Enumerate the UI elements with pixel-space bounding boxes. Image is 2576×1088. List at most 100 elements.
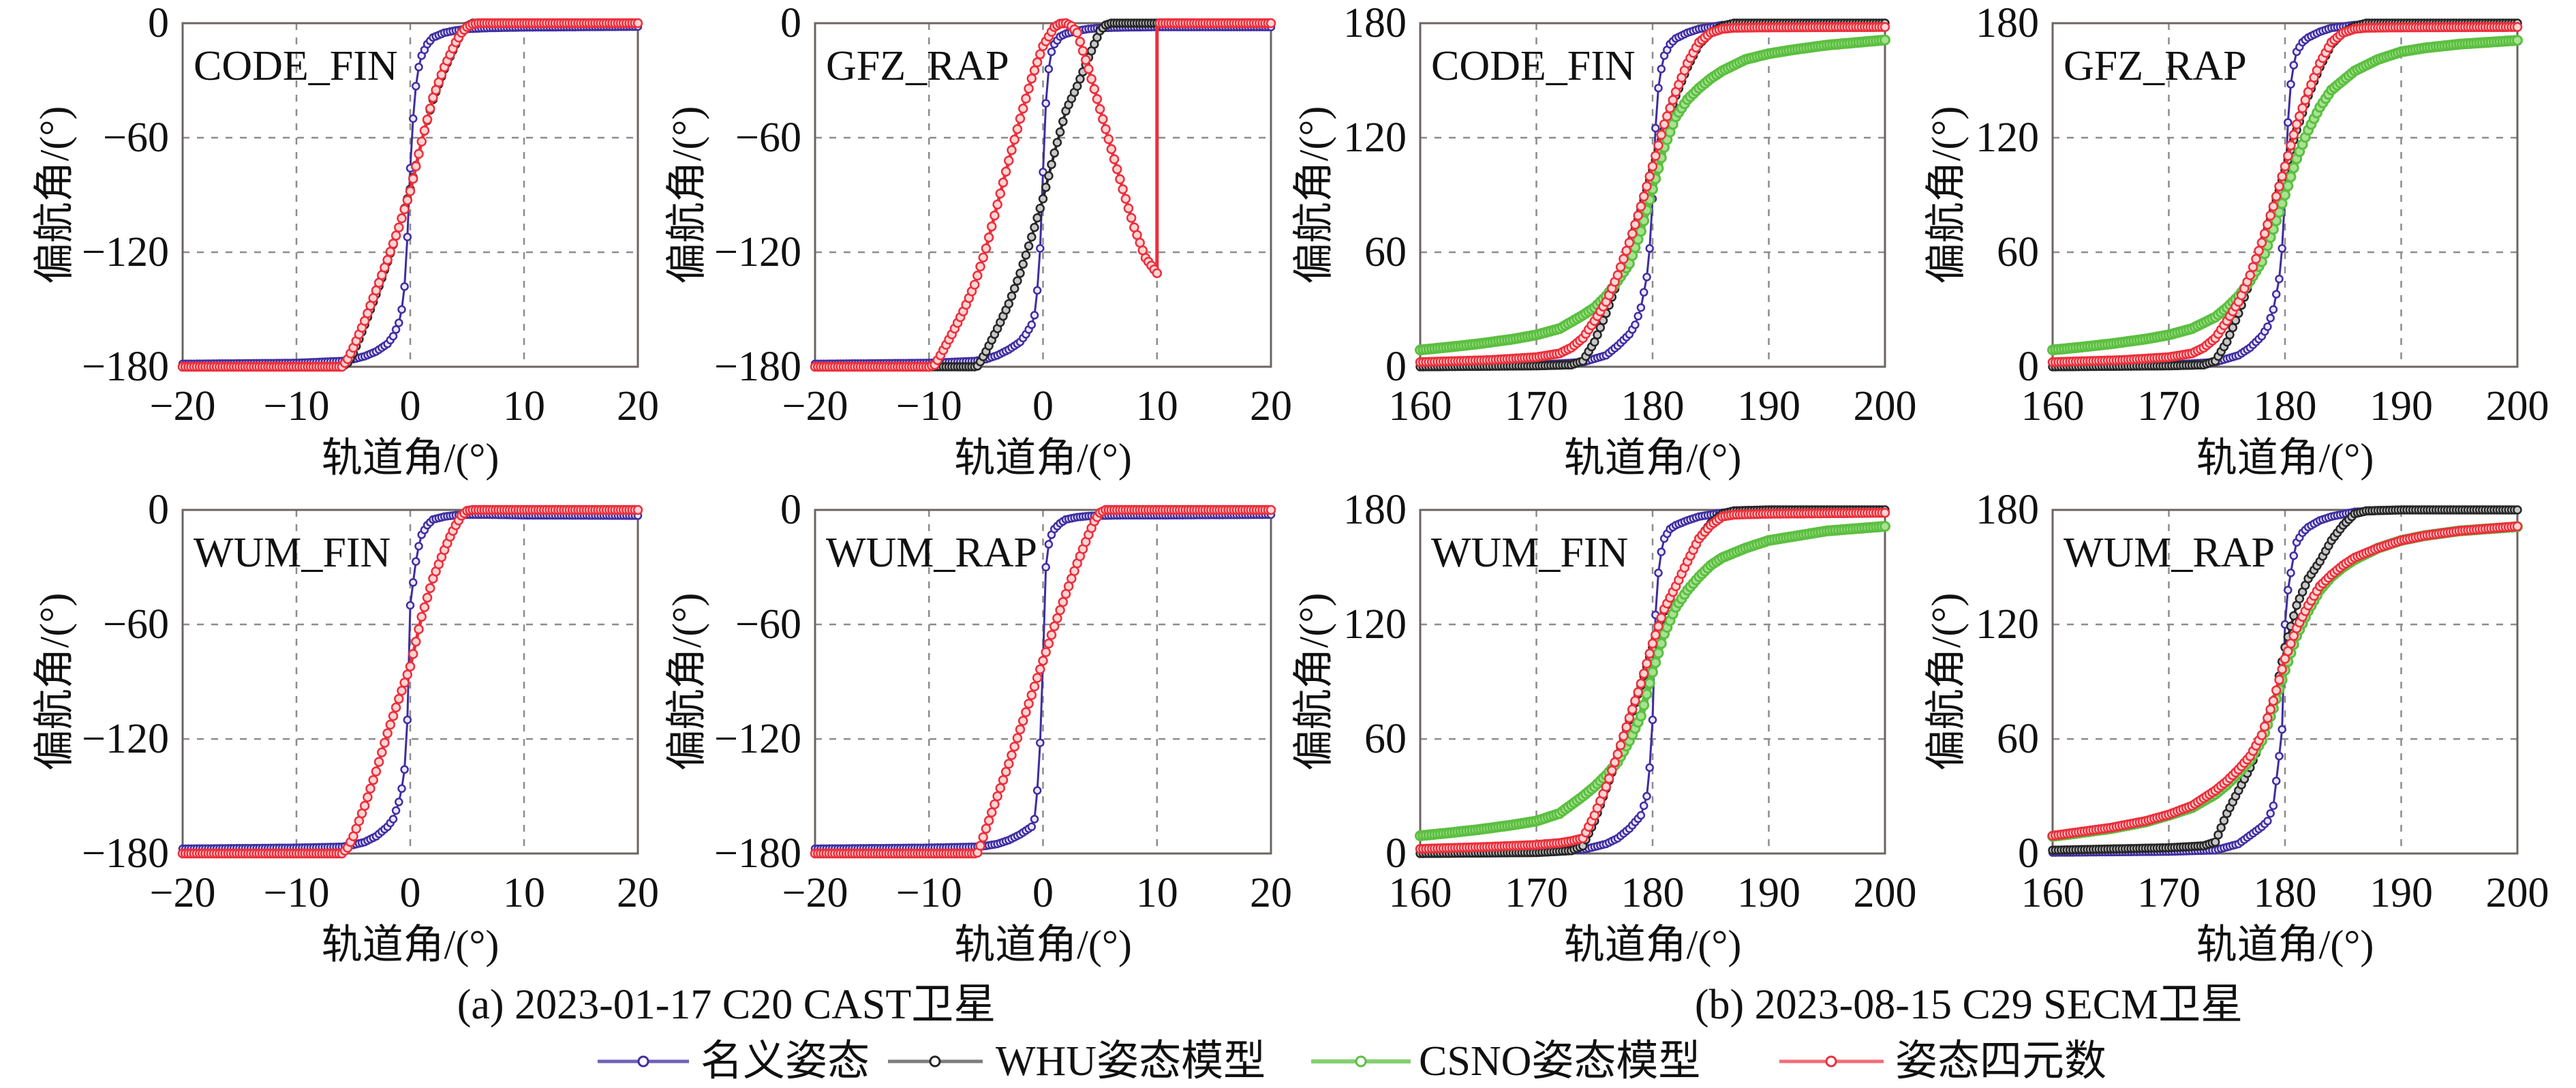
data-point-quat xyxy=(1651,630,1661,640)
data-point-quat xyxy=(2295,111,2305,121)
data-point-quat xyxy=(419,602,430,613)
data-point-quat xyxy=(1077,46,1088,56)
x-tick-label: 0 xyxy=(400,383,421,429)
data-point-nominal xyxy=(388,331,398,341)
data-point-quat xyxy=(1619,731,1629,742)
data-point-whu xyxy=(1038,194,1048,204)
data-point-nominal xyxy=(1654,569,1663,577)
data-point-whu xyxy=(1032,213,1042,223)
data-point-quat xyxy=(969,279,980,290)
data-point-quat xyxy=(1624,712,1635,723)
y-axis-label: 偏航角/(°) xyxy=(664,106,709,284)
data-point-nominal xyxy=(1044,64,1054,74)
caption-b-text: (b) 2023-08-15 C29 SECM卫星 xyxy=(1695,982,2243,1028)
data-point-quat xyxy=(1094,104,1105,115)
data-point-csno xyxy=(1880,521,1890,532)
data-point-nominal xyxy=(1645,244,1654,253)
data-point-quat xyxy=(1017,104,1028,114)
x-tick-label: −10 xyxy=(896,383,962,429)
data-point-nominal xyxy=(2266,314,2275,322)
data-point-quat xyxy=(1004,759,1014,769)
y-tick-label: 0 xyxy=(148,487,169,533)
data-point-quat xyxy=(425,583,435,594)
data-point-nominal xyxy=(2275,751,2284,761)
data-point-quat xyxy=(385,719,396,730)
y-tick-label: 0 xyxy=(2018,344,2039,390)
y-tick-label: −180 xyxy=(82,344,169,390)
x-tick-label: 200 xyxy=(2486,383,2549,429)
data-point-nominal xyxy=(391,806,401,815)
x-tick-label: 160 xyxy=(1389,383,1452,429)
data-point-quat xyxy=(1612,749,1623,759)
data-point-nominal xyxy=(408,578,418,587)
data-point-quat xyxy=(1619,254,1629,265)
y-tick-label: 120 xyxy=(1976,601,2039,648)
data-point-quat xyxy=(1621,245,1631,256)
data-point-quat xyxy=(2297,103,2307,113)
data-point-quat xyxy=(2274,674,2284,685)
subplot-title: GFZ_RAP xyxy=(2064,43,2247,89)
data-point-quat xyxy=(1647,638,1658,649)
data-point-whu xyxy=(1009,284,1019,293)
data-point-quat xyxy=(377,747,387,757)
data-point-csno xyxy=(1635,710,1646,722)
y-tick-label: −120 xyxy=(82,716,169,762)
data-point-nominal xyxy=(405,601,415,610)
x-tick-label: −10 xyxy=(264,870,330,916)
subplot-grid: CODE_FIN −20 −10 0 10 20 −180 −120 −60 0 轨道角/(°) 偏航… xyxy=(32,0,2549,967)
data-point-quat xyxy=(2248,262,2258,272)
x-tick-label: −20 xyxy=(150,870,216,916)
data-point-quat xyxy=(1007,145,1017,155)
x-tick-label: 10 xyxy=(1136,383,1178,429)
data-point-quat xyxy=(416,136,427,147)
data-point-quat xyxy=(1038,655,1048,666)
data-point-nominal xyxy=(2269,305,2278,314)
data-point-quat xyxy=(1642,659,1652,669)
x-tick-label: 200 xyxy=(1854,870,1917,916)
data-point-nominal xyxy=(2289,61,2299,70)
data-point-quat xyxy=(1266,504,1276,515)
data-point-quat xyxy=(2263,220,2273,230)
plot-frame xyxy=(181,22,639,368)
data-point-whu xyxy=(1049,148,1059,158)
y-tick-label: −180 xyxy=(714,830,801,877)
data-point-quat xyxy=(632,18,643,29)
data-point-quat xyxy=(1080,55,1091,65)
data-point-quat xyxy=(1024,698,1034,709)
data-point-quat xyxy=(1032,57,1043,67)
x-axis-label: 轨道角/(°) xyxy=(1564,436,1742,481)
data-point-quat xyxy=(998,774,1009,785)
data-point-quat xyxy=(399,204,410,215)
data-point-csno xyxy=(2512,35,2523,46)
data-point-quat xyxy=(425,104,435,114)
y-tick-label: 180 xyxy=(1976,487,2039,533)
data-point-nominal xyxy=(1027,822,1037,832)
subplot-title: WUM_RAP xyxy=(826,530,1037,576)
data-point-quat xyxy=(388,711,399,721)
data-point-quat xyxy=(2265,210,2275,221)
data-point-quat xyxy=(2245,270,2256,280)
data-point-quat xyxy=(414,624,424,635)
x-tick-label: 180 xyxy=(1621,870,1685,916)
data-point-quat xyxy=(983,232,994,243)
y-tick-label: 120 xyxy=(1343,115,1407,161)
data-point-nominal xyxy=(1654,83,1663,93)
data-point-csno xyxy=(2280,190,2290,200)
data-point-quat xyxy=(1651,151,1661,161)
subplot-title: CODE_FIN xyxy=(194,43,398,89)
y-axis-label: 偏航角/(°) xyxy=(1924,593,1969,771)
data-point-whu xyxy=(1044,171,1054,181)
data-point-whu xyxy=(1058,117,1068,126)
data-point-quat xyxy=(1668,95,1678,105)
series-csno xyxy=(1415,34,1890,356)
data-point-quat xyxy=(390,702,401,713)
data-point-quat xyxy=(2256,237,2267,248)
data-point-nominal xyxy=(391,325,401,334)
subplot-gfz-rap-a: GFZ_RAP −20 −10 0 10 20 −180 −120 −60 0 轨道角/(°) 偏航角… xyxy=(664,0,1292,481)
x-tick-label: 160 xyxy=(2021,870,2085,916)
data-point-nominal xyxy=(1631,320,1640,329)
data-point-csno xyxy=(2285,171,2297,183)
data-point-nominal xyxy=(2284,118,2293,127)
data-point-quat xyxy=(1612,270,1623,280)
data-point-nominal xyxy=(2266,809,2275,818)
